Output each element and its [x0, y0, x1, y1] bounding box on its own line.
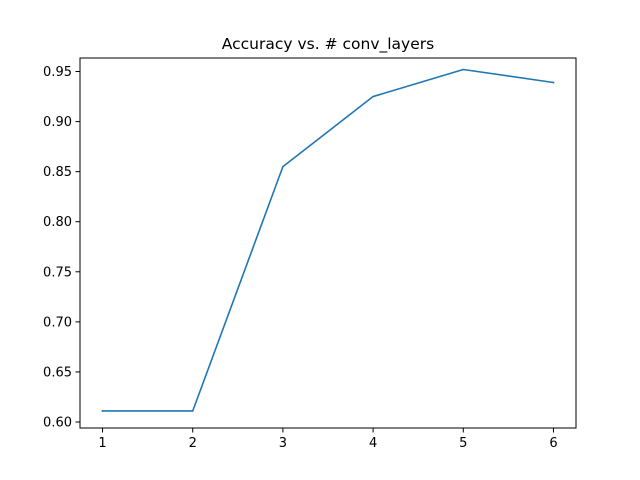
- y-tick-label: 0.85: [43, 165, 72, 180]
- plot-data: [101, 68, 555, 412]
- y-tick-label: 0.80: [43, 215, 72, 230]
- y-tick-label: 0.95: [43, 65, 72, 80]
- data-point: [372, 95, 374, 98]
- y-tick-label: 0.70: [43, 315, 72, 330]
- chart-title: Accuracy vs. # conv_layers: [222, 35, 434, 54]
- y-tick-label: 0.60: [43, 415, 72, 430]
- x-tick-label: 3: [279, 436, 287, 451]
- data-point: [282, 165, 284, 168]
- data-point: [101, 410, 104, 412]
- y-tick-label: 0.75: [43, 265, 72, 280]
- y-tick-label: 0.90: [43, 115, 72, 130]
- series-line: [101, 68, 555, 412]
- plot-area-frame: [79, 57, 577, 429]
- axis-ticks: 1 2 3 4 5 6 0.60 0.65 0.70 0.75 0.80 0.85 0.90 0.95: [43, 65, 558, 451]
- x-tick-label: 4: [369, 436, 377, 451]
- data-point: [462, 68, 465, 71]
- data-point: [552, 81, 555, 84]
- x-tick-label: 5: [459, 436, 467, 451]
- data-point: [191, 410, 194, 412]
- x-tick-label: 2: [189, 436, 197, 451]
- y-tick-label: 0.65: [43, 365, 72, 380]
- x-tick-label: 6: [549, 436, 557, 451]
- x-tick-label: 1: [98, 436, 106, 451]
